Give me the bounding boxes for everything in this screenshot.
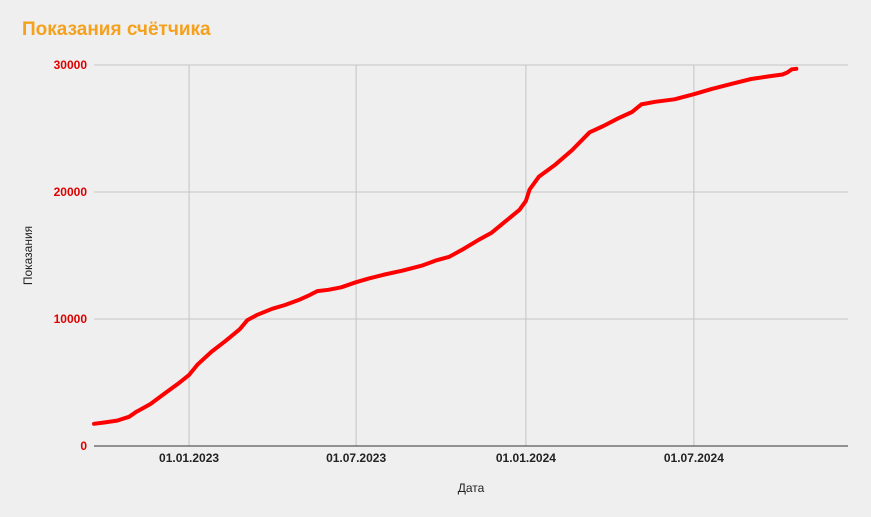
x-tick-label: 01.01.2024	[496, 451, 556, 465]
x-axis-label: Дата	[458, 481, 485, 495]
y-tick-label: 0	[80, 439, 87, 453]
x-tick-labels: 01.01.2023 01.07.2023 01.01.2024 01.07.2024	[159, 451, 724, 465]
y-tick-label: 30000	[54, 58, 88, 72]
series-layer	[92, 66, 799, 426]
y-tick-labels: 0 10000 20000 30000	[54, 58, 88, 453]
y-axis-label: Показания	[21, 226, 35, 285]
x-tick-label: 01.07.2023	[326, 451, 386, 465]
grid-lines	[94, 64, 848, 446]
y-tick-label: 20000	[54, 185, 88, 199]
x-tick-label: 01.07.2024	[664, 451, 724, 465]
series-line	[92, 66, 799, 426]
x-tick-label: 01.01.2023	[159, 451, 219, 465]
chart-title: Показания счётчика	[22, 19, 211, 40]
y-tick-label: 10000	[54, 312, 88, 326]
